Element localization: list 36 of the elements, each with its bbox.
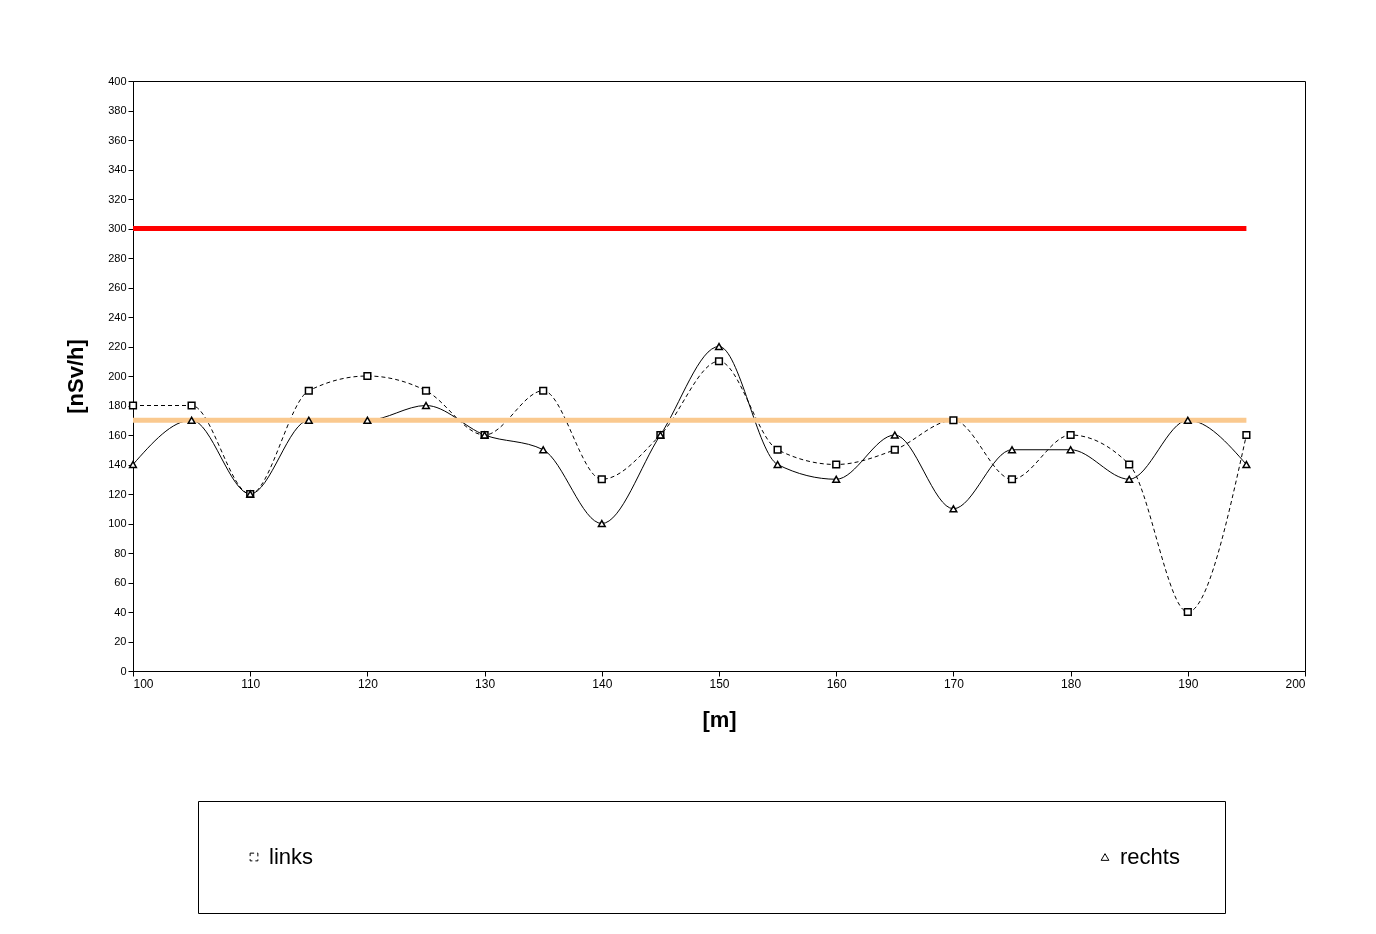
y-tick-label: 300 [108, 222, 127, 234]
x-tick-label: 140 [592, 676, 613, 691]
y-tick-label: 140 [108, 458, 127, 470]
y-tick-label: 80 [114, 546, 127, 559]
y-tick-label: 280 [108, 251, 127, 264]
x-tick-label: 130 [475, 676, 496, 691]
y-tick-label: 380 [108, 104, 127, 116]
y-tick-label: 100 [108, 517, 127, 529]
y-tick-label: 160 [108, 428, 127, 441]
y-tick-label: 200 [108, 369, 127, 382]
y-tick-label: 260 [108, 281, 127, 293]
x-tick-label: 120 [357, 676, 379, 691]
x-tick-label: 200 [1285, 676, 1306, 691]
x-tick-label: 170 [943, 676, 965, 691]
y-tick-label: 40 [114, 605, 127, 618]
y-tick-label: 0 [120, 664, 127, 677]
x-axis-title: [m] [702, 706, 737, 732]
x-tick-label: 100 [133, 676, 154, 691]
x-tick-label: 160 [826, 676, 848, 691]
y-tick-label: 360 [108, 133, 127, 146]
y-tick-label: 60 [114, 576, 127, 588]
y-tick-label: 320 [108, 192, 127, 205]
legend-label: links [269, 844, 314, 869]
y-tick-label: 220 [108, 340, 127, 352]
y-tick-label: 240 [108, 310, 127, 323]
y-tick-label: 20 [114, 635, 127, 647]
y-tick-label: 400 [108, 74, 127, 87]
y-axis-title: [nSv/h] [63, 339, 89, 414]
y-tick-label: 180 [108, 399, 127, 411]
x-tick-label: 110 [241, 676, 261, 691]
y-tick-label: 120 [108, 487, 127, 500]
legend-label: rechts [1120, 844, 1180, 869]
y-tick-label: 340 [108, 163, 127, 175]
x-tick-label: 190 [1178, 676, 1199, 691]
x-tick-label: 180 [1061, 676, 1082, 691]
x-tick-label: 150 [709, 676, 730, 691]
